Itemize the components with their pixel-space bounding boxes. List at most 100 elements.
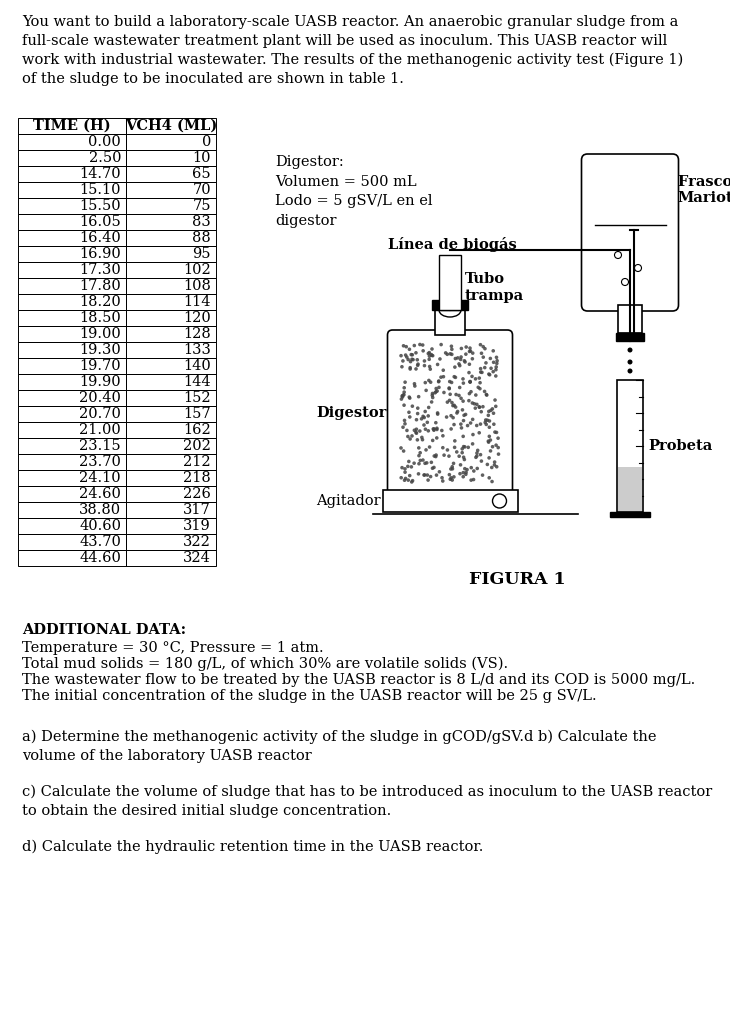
Circle shape bbox=[488, 438, 492, 441]
Circle shape bbox=[489, 367, 493, 370]
Text: 157: 157 bbox=[183, 407, 211, 421]
Text: 19.30: 19.30 bbox=[80, 343, 121, 357]
Text: 324: 324 bbox=[183, 551, 211, 565]
Circle shape bbox=[418, 451, 422, 455]
Text: 319: 319 bbox=[183, 519, 211, 534]
Circle shape bbox=[401, 359, 404, 362]
Circle shape bbox=[461, 377, 465, 381]
Circle shape bbox=[491, 370, 495, 374]
Circle shape bbox=[456, 410, 459, 414]
Text: Línea de biogás: Línea de biogás bbox=[388, 237, 516, 252]
Circle shape bbox=[461, 434, 465, 438]
Circle shape bbox=[410, 353, 413, 356]
Text: 162: 162 bbox=[183, 423, 211, 437]
Circle shape bbox=[411, 357, 415, 361]
Circle shape bbox=[468, 362, 471, 366]
Bar bbox=[617, 380, 643, 512]
Circle shape bbox=[407, 478, 410, 482]
Circle shape bbox=[453, 375, 456, 379]
Circle shape bbox=[459, 355, 463, 358]
Circle shape bbox=[494, 374, 498, 378]
Circle shape bbox=[410, 465, 413, 469]
Circle shape bbox=[447, 455, 450, 458]
Circle shape bbox=[423, 473, 426, 477]
Circle shape bbox=[458, 455, 461, 458]
Circle shape bbox=[453, 403, 456, 408]
Circle shape bbox=[453, 445, 456, 450]
Circle shape bbox=[405, 355, 409, 358]
Bar bbox=[18, 326, 126, 342]
Circle shape bbox=[450, 478, 454, 482]
Circle shape bbox=[481, 473, 484, 477]
Text: Digestor: Digestor bbox=[316, 406, 386, 420]
Circle shape bbox=[402, 403, 406, 407]
Circle shape bbox=[447, 473, 451, 476]
FancyBboxPatch shape bbox=[388, 330, 512, 495]
Bar bbox=[18, 358, 126, 374]
Circle shape bbox=[448, 352, 452, 355]
Circle shape bbox=[415, 438, 419, 441]
Circle shape bbox=[432, 466, 436, 469]
Circle shape bbox=[445, 352, 449, 356]
Text: 16.40: 16.40 bbox=[80, 231, 121, 245]
Circle shape bbox=[494, 404, 498, 409]
Circle shape bbox=[450, 465, 454, 469]
Bar bbox=[616, 333, 644, 341]
Circle shape bbox=[451, 403, 455, 408]
Circle shape bbox=[426, 352, 430, 355]
Circle shape bbox=[450, 476, 453, 479]
Circle shape bbox=[426, 414, 430, 418]
Circle shape bbox=[403, 422, 407, 426]
Circle shape bbox=[437, 470, 441, 473]
Circle shape bbox=[440, 429, 444, 432]
Circle shape bbox=[435, 426, 439, 430]
Circle shape bbox=[403, 470, 407, 474]
Circle shape bbox=[461, 409, 464, 412]
Bar bbox=[610, 512, 650, 517]
Circle shape bbox=[475, 467, 479, 470]
Circle shape bbox=[463, 467, 466, 470]
Circle shape bbox=[481, 345, 485, 348]
Text: You want to build a laboratory-scale UASB reactor. An anaerobic granular sludge : You want to build a laboratory-scale UAS… bbox=[22, 15, 683, 86]
Circle shape bbox=[455, 412, 458, 415]
Text: 83: 83 bbox=[192, 215, 211, 229]
Circle shape bbox=[429, 368, 432, 371]
Circle shape bbox=[403, 419, 407, 422]
Circle shape bbox=[483, 389, 486, 393]
Circle shape bbox=[400, 466, 404, 469]
Bar bbox=[18, 374, 126, 390]
Text: 15.50: 15.50 bbox=[80, 199, 121, 213]
Circle shape bbox=[402, 393, 406, 396]
Circle shape bbox=[450, 381, 453, 384]
Circle shape bbox=[458, 386, 461, 389]
Circle shape bbox=[459, 396, 463, 400]
Circle shape bbox=[461, 471, 465, 474]
Circle shape bbox=[493, 463, 496, 467]
Circle shape bbox=[428, 351, 431, 354]
Bar bbox=[126, 166, 216, 182]
Circle shape bbox=[484, 418, 488, 422]
Circle shape bbox=[486, 439, 490, 443]
Circle shape bbox=[458, 364, 461, 368]
Circle shape bbox=[445, 416, 448, 419]
Circle shape bbox=[421, 349, 425, 352]
FancyBboxPatch shape bbox=[582, 154, 678, 311]
Bar bbox=[126, 198, 216, 214]
Circle shape bbox=[464, 345, 468, 349]
Circle shape bbox=[434, 390, 438, 393]
Circle shape bbox=[496, 359, 499, 362]
Bar bbox=[126, 518, 216, 534]
Circle shape bbox=[423, 364, 426, 368]
Bar bbox=[618, 467, 642, 511]
Bar bbox=[126, 118, 216, 134]
Circle shape bbox=[442, 369, 445, 372]
Circle shape bbox=[408, 366, 412, 370]
Text: 202: 202 bbox=[183, 439, 211, 453]
Circle shape bbox=[407, 357, 410, 361]
Bar bbox=[18, 518, 126, 534]
Circle shape bbox=[477, 431, 481, 434]
Circle shape bbox=[469, 478, 473, 482]
Bar bbox=[126, 246, 216, 262]
Bar bbox=[18, 550, 126, 566]
Circle shape bbox=[415, 418, 418, 422]
